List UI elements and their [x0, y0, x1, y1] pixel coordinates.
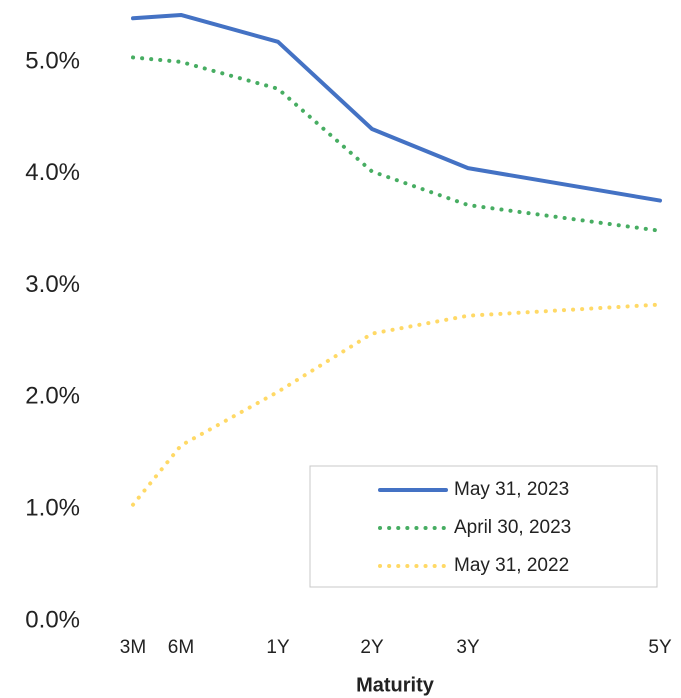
x-tick-label: 3Y: [456, 637, 480, 658]
y-tick-label: 0.0%: [25, 606, 80, 633]
series-line: [131, 302, 662, 507]
series-line: [131, 55, 662, 233]
legend-label: May 31, 2023: [454, 479, 569, 500]
y-tick-label: 4.0%: [25, 159, 80, 186]
series-line: [131, 12, 662, 203]
y-tick-label: 1.0%: [25, 495, 80, 522]
x-tick-label: 1Y: [266, 637, 290, 658]
legend-box: [309, 465, 658, 588]
y-tick-label: 5.0%: [25, 47, 80, 74]
x-axis-title: Maturity: [356, 674, 435, 696]
x-tick-label: 5Y: [648, 637, 672, 658]
x-tick-label: 2Y: [360, 637, 384, 658]
legend-label: May 31, 2022: [454, 555, 569, 576]
x-tick-label: 3M: [120, 637, 146, 658]
y-tick-label: 3.0%: [25, 271, 80, 298]
y-tick-label: 2.0%: [25, 383, 80, 410]
legend-label: April 30, 2023: [454, 517, 571, 538]
x-tick-label: 6M: [168, 637, 194, 658]
